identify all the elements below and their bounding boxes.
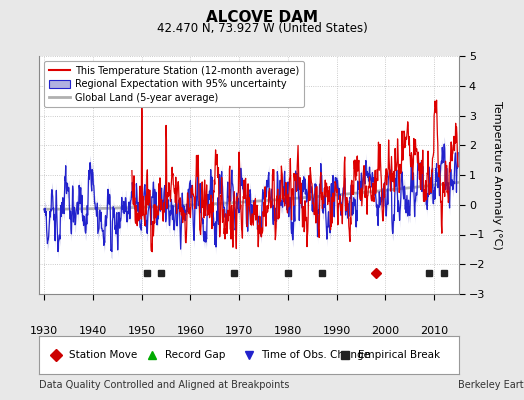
Text: Station Move: Station Move: [69, 350, 137, 360]
Text: Time of Obs. Change: Time of Obs. Change: [261, 350, 370, 360]
Y-axis label: Temperature Anomaly (°C): Temperature Anomaly (°C): [492, 101, 502, 249]
Text: 1970: 1970: [225, 326, 253, 336]
Text: Data Quality Controlled and Aligned at Breakpoints: Data Quality Controlled and Aligned at B…: [39, 380, 290, 390]
Text: 1950: 1950: [128, 326, 156, 336]
Text: 2000: 2000: [372, 326, 399, 336]
Text: 1980: 1980: [274, 326, 302, 336]
Text: 1990: 1990: [322, 326, 351, 336]
Text: 42.470 N, 73.927 W (United States): 42.470 N, 73.927 W (United States): [157, 22, 367, 35]
Text: 1930: 1930: [30, 326, 58, 336]
Text: ALCOVE DAM: ALCOVE DAM: [206, 10, 318, 25]
Legend: This Temperature Station (12-month average), Regional Expectation with 95% uncer: This Temperature Station (12-month avera…: [44, 61, 304, 107]
Text: Berkeley Earth: Berkeley Earth: [458, 380, 524, 390]
Text: 2010: 2010: [420, 326, 448, 336]
Text: 1960: 1960: [177, 326, 204, 336]
Text: Empirical Break: Empirical Break: [358, 350, 440, 360]
Text: 1940: 1940: [79, 326, 107, 336]
Text: Record Gap: Record Gap: [165, 350, 225, 360]
